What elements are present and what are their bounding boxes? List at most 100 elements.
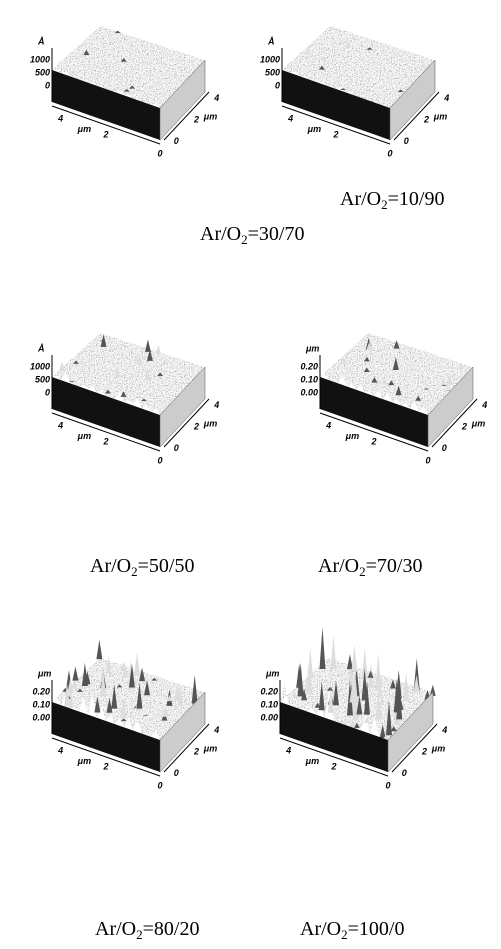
afm-panel: Å 1000 500 0 4 2 0 μm 0 2 4 μm [260,26,449,158]
side-face [159,691,206,773]
x-axis [319,412,429,452]
z-tick-label: 500 [35,67,50,77]
surface-spike [81,662,88,686]
front-face [52,702,160,772]
surface-spike [303,49,310,54]
side-face [427,366,474,448]
y-axis [431,398,478,448]
surface-spike [94,696,101,713]
surface-spike [349,718,356,728]
z-tick-label: 0.10 [300,374,318,384]
surface-spike [161,712,168,721]
surface-spike [121,663,128,678]
surface-spike [367,670,374,678]
y-tick-label: 2 [461,421,467,431]
side-face [389,59,436,141]
surface-spike [120,662,127,670]
caption: Ar/O2=50/50 [90,555,194,579]
y-tick-label: 4 [213,725,219,735]
surface-spike [330,635,337,670]
surface-spike [128,663,135,688]
x-tick-label: 4 [57,745,63,755]
caption-ratio: =30/70 [248,223,305,245]
surface-spike [162,360,169,364]
surface-spike [356,695,363,715]
surface-spike [120,697,127,719]
x-unit: μm [77,431,91,441]
surface-spike [386,700,393,736]
side-face [159,59,206,141]
caption-ratio: =100/0 [348,918,405,940]
caption-ratio: =10/90 [388,188,445,210]
caption: Ar/O2=80/20 [95,918,199,942]
surface-spike [157,372,164,377]
front-face [52,377,160,447]
surface-spike [378,701,385,706]
x-unit: μm [307,124,321,134]
surface-spike [458,363,465,369]
z-unit: Å [267,36,275,46]
z-tick-label: 1000 [260,54,280,64]
caption: Ar/O2=100/0 [300,918,404,942]
y-tick-label: 4 [441,725,447,735]
surface-spike [393,340,400,349]
caption-sub: 2 [341,927,348,942]
z-tick-label: 0.10 [32,699,50,709]
caption-prefix: Ar/O [300,918,341,940]
y-tick-label: 2 [193,421,199,431]
surface-spike [162,704,169,717]
y-axis [163,723,210,773]
surface-top [320,333,473,415]
caption-prefix: Ar/O [90,555,131,577]
surface-spike [176,683,183,702]
surface-spike [446,373,453,385]
surface-spike [363,356,370,362]
y-unit: μm [203,111,217,121]
surface-spike [390,725,397,732]
surface-spike [379,724,386,739]
x-tick-label: 2 [102,129,108,139]
z-tick-label: 0 [275,80,280,90]
surface-spike [353,722,360,729]
y-tick-label: 0 [404,136,409,146]
surface-spike [363,367,370,372]
surface-spike [400,687,407,689]
x-unit: μm [345,431,359,441]
z-unit: Å [37,343,45,353]
surface-spike [327,688,334,713]
surface-spike [318,681,325,711]
surface-spike [140,398,147,402]
surface-spike [419,379,426,384]
surface-spike [67,677,74,693]
y-tick-label: 2 [423,114,429,124]
y-axis [393,91,440,141]
x-tick-label: 4 [57,420,63,430]
surface-spike [301,688,308,701]
caption-sub: 2 [381,197,388,212]
surface-spike [292,693,299,698]
y-tick-label: 2 [421,746,427,756]
surface-spike [191,674,198,704]
surface-spike [104,389,111,394]
surface-spike [166,694,173,702]
surface-spike [397,89,404,92]
afm-panel: Å 1000 500 0 4 2 0 μm 0 2 4 μm [30,26,219,158]
surface-spike [346,680,353,716]
surface-spike [415,395,422,401]
surface-spike [371,377,378,383]
y-axis [163,91,210,141]
surface-spike [319,627,326,669]
z-tick-label: 500 [265,67,280,77]
y-tick-label: 2 [193,746,199,756]
surface-spike [146,349,153,361]
side-face [387,691,434,773]
surface-spike [375,652,382,691]
x-tick-label: 4 [325,420,331,430]
surface-spike [366,47,373,50]
surface-spike [111,684,118,709]
surface-spike [332,680,339,706]
surface-top [52,26,205,108]
x-unit: μm [77,756,91,766]
surface-spike [144,339,151,352]
